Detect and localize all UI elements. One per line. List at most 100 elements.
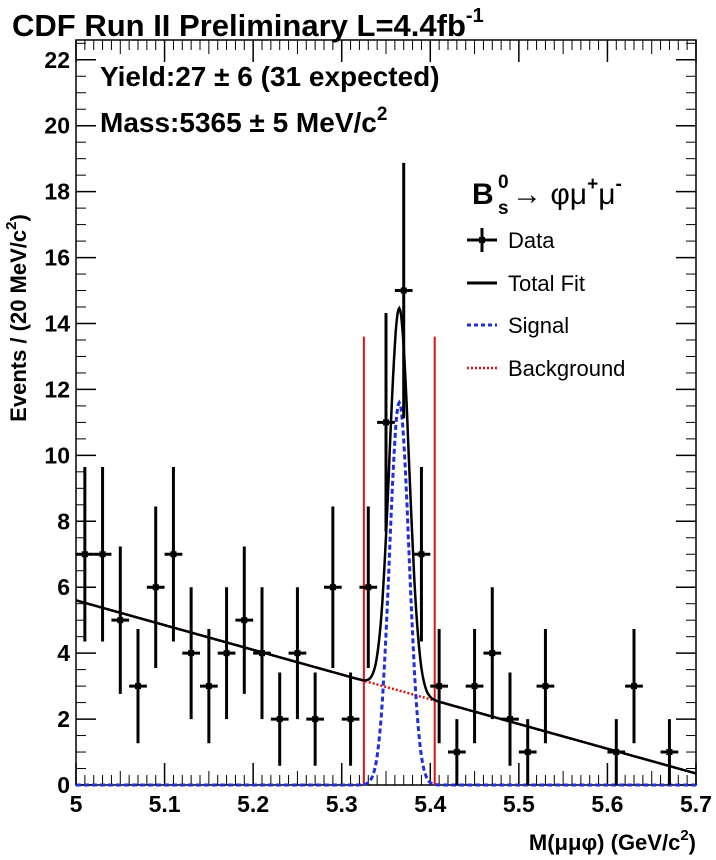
y-tick-label: 4 bbox=[57, 640, 70, 666]
legend-background-label: Background bbox=[508, 356, 625, 381]
data-point-marker bbox=[294, 650, 301, 657]
legend-process-mid: μ bbox=[598, 178, 615, 211]
y-tick-label: 14 bbox=[44, 310, 70, 336]
data-point-marker bbox=[276, 716, 283, 723]
data-point bbox=[324, 506, 342, 668]
chart-title-main: CDF Run II Preliminary L=4.4fb bbox=[12, 8, 466, 43]
data-point bbox=[518, 719, 537, 785]
y-tick-label: 6 bbox=[57, 574, 70, 600]
chart-title: CDF Run II Preliminary L=4.4fb-1 bbox=[12, 5, 484, 43]
x-axis-label-sup: 2 bbox=[680, 827, 688, 844]
fit-curves bbox=[75, 305, 697, 787]
data-point-marker bbox=[205, 683, 212, 690]
y-tick-label: 22 bbox=[44, 47, 70, 73]
legend: B 0 s → φμ+μ- Data Total Fit Signal Backgro… bbox=[467, 172, 625, 381]
data-point bbox=[430, 629, 448, 744]
data-point bbox=[270, 672, 289, 766]
data-point bbox=[412, 467, 431, 642]
x-axis-label: M(μμφ) (GeV/c2) bbox=[529, 827, 696, 855]
data-point-marker bbox=[188, 650, 195, 657]
signal-window-lines bbox=[362, 336, 436, 785]
y-tick-label: 20 bbox=[44, 113, 70, 139]
data-point bbox=[164, 467, 183, 642]
data-point bbox=[129, 629, 147, 744]
y-tick-label: 12 bbox=[44, 376, 70, 402]
mass-annotation-main: Mass:5365 ± 5 MeV/c bbox=[100, 107, 377, 138]
data-point bbox=[660, 719, 679, 785]
x-tick-label: 5.7 bbox=[680, 791, 712, 817]
data-point-marker bbox=[524, 749, 531, 756]
y-axis-label: Events / (20 MeV/c2) bbox=[3, 214, 31, 422]
data-point bbox=[377, 313, 395, 532]
data-point-marker bbox=[489, 650, 496, 657]
y-axis-label-end: ) bbox=[6, 214, 31, 221]
data-point-marker bbox=[329, 584, 336, 591]
x-tick-label: 5.2 bbox=[237, 791, 269, 817]
data-point-marker bbox=[99, 551, 106, 558]
y-tick-label: 8 bbox=[57, 508, 70, 534]
data-point-marker bbox=[542, 683, 549, 690]
data-point bbox=[625, 629, 643, 744]
data-point bbox=[93, 467, 112, 642]
x-tick-label: 5 bbox=[70, 791, 83, 817]
legend-data-label: Data bbox=[508, 228, 555, 253]
data-point-marker bbox=[471, 683, 478, 690]
data-point bbox=[483, 587, 502, 720]
axis-ticks bbox=[75, 40, 697, 786]
yield-annotation: Yield:27 ± 6 (31 expected) bbox=[100, 61, 440, 92]
data-point bbox=[501, 672, 519, 766]
x-tick-label: 5.3 bbox=[326, 791, 358, 817]
legend-total-label: Total Fit bbox=[508, 271, 585, 296]
data-point-marker bbox=[507, 716, 513, 723]
data-point-marker bbox=[117, 617, 124, 624]
mass-annotation: Mass:5365 ± 5 MeV/c2 bbox=[100, 104, 387, 138]
total-fit-curve bbox=[75, 305, 697, 775]
y-axis-label-sup: 2 bbox=[3, 222, 20, 230]
data-point bbox=[111, 546, 130, 694]
data-point-marker bbox=[259, 650, 265, 657]
data-point bbox=[607, 719, 626, 785]
data-point-marker bbox=[223, 650, 230, 657]
data-point-marker bbox=[365, 584, 372, 591]
data-point bbox=[359, 506, 378, 668]
data-point-marker bbox=[81, 551, 88, 558]
legend-process-label: B 0 s → φμ+μ- bbox=[472, 172, 622, 219]
data-point-marker bbox=[241, 617, 248, 624]
data-point bbox=[536, 629, 555, 744]
data-point-marker bbox=[152, 584, 159, 591]
data-points bbox=[76, 162, 679, 785]
data-point-marker bbox=[418, 551, 425, 558]
signal-fit-curve bbox=[76, 399, 696, 787]
data-point-marker bbox=[453, 749, 460, 756]
legend-process-sup2: + bbox=[587, 174, 598, 195]
legend-process-sub: s bbox=[498, 198, 509, 219]
x-axis-label-end: ) bbox=[689, 830, 696, 855]
data-point-marker bbox=[666, 749, 673, 756]
data-point bbox=[341, 672, 360, 766]
data-point-marker bbox=[400, 287, 407, 294]
x-tick-label: 5.5 bbox=[503, 791, 535, 817]
data-point-marker bbox=[631, 683, 637, 690]
legend-process-sup: 0 bbox=[498, 172, 509, 193]
y-tick-label: 18 bbox=[44, 179, 70, 205]
data-point bbox=[200, 629, 218, 744]
legend-process-b: B bbox=[472, 178, 494, 211]
data-point bbox=[288, 587, 307, 720]
data-point-marker bbox=[312, 716, 319, 723]
x-axis-label-main: M(μμφ) (GeV/c bbox=[529, 830, 680, 855]
data-point bbox=[217, 587, 236, 720]
x-tick-label: 5.6 bbox=[591, 791, 623, 817]
y-tick-label: 0 bbox=[57, 772, 70, 798]
data-point-marker bbox=[135, 683, 141, 690]
data-point-marker bbox=[170, 551, 177, 558]
data-point bbox=[146, 506, 165, 668]
data-point-marker bbox=[347, 716, 354, 723]
y-tick-label: 10 bbox=[44, 442, 70, 468]
data-point-marker bbox=[613, 749, 620, 756]
y-tick-label: 16 bbox=[44, 245, 70, 271]
data-point bbox=[235, 546, 254, 694]
data-point bbox=[394, 162, 413, 419]
data-point bbox=[182, 587, 200, 720]
mass-annotation-sup: 2 bbox=[377, 104, 388, 125]
